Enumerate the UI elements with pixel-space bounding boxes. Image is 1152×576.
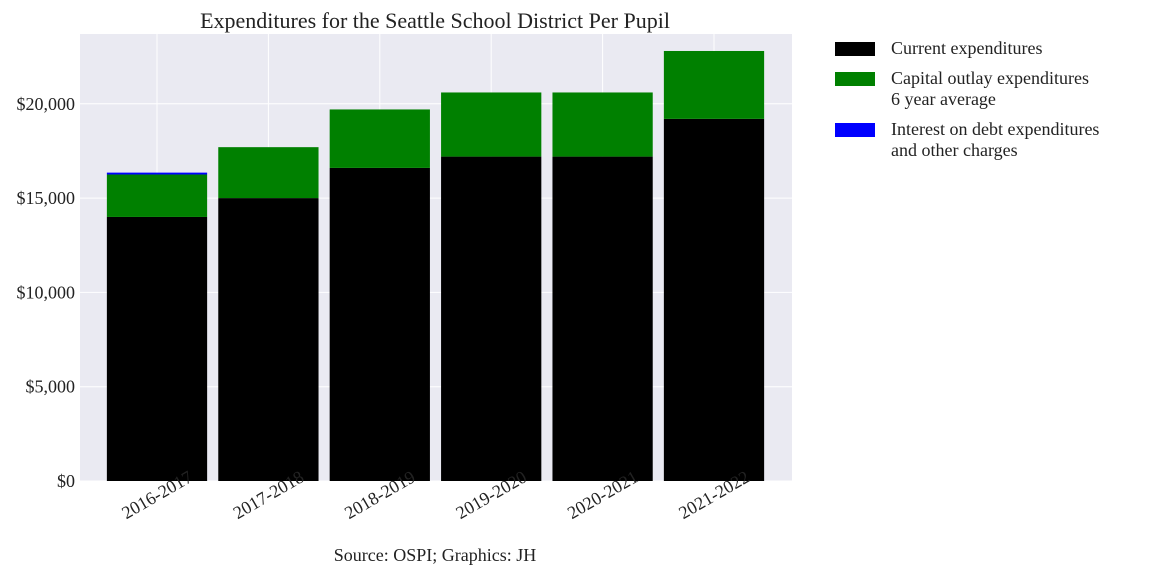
bar-segment xyxy=(441,92,542,157)
legend-label: Capital outlay expenditures 6 year avera… xyxy=(891,68,1089,109)
bar-segment xyxy=(106,174,208,217)
legend-label: Current expenditures xyxy=(891,38,1043,58)
bar-segment xyxy=(552,92,653,157)
y-axis: $0 $5,000 $10,000 $15,000 $20,000 xyxy=(17,94,76,491)
legend: Current expenditures Capital outlay expen… xyxy=(835,38,1145,170)
bar-segment xyxy=(329,109,430,168)
legend-label: Interest on debt expenditures and other … xyxy=(891,119,1100,160)
bars xyxy=(106,50,765,482)
bar-segment xyxy=(329,167,430,482)
bar-segment xyxy=(663,118,765,482)
legend-item: Interest on debt expenditures and other … xyxy=(835,119,1145,161)
y-tick-label: $0 xyxy=(57,471,75,491)
y-tick-label: $20,000 xyxy=(17,94,76,114)
bar-segment xyxy=(218,147,319,199)
bar-segment xyxy=(663,50,765,119)
legend-swatch xyxy=(835,72,875,86)
y-tick-label: $10,000 xyxy=(17,282,76,302)
y-tick-label: $15,000 xyxy=(17,188,76,208)
legend-item: Current expenditures xyxy=(835,38,1145,59)
bar-segment xyxy=(552,156,653,481)
bar-segment xyxy=(106,172,208,175)
bar-segment xyxy=(441,156,542,481)
legend-swatch xyxy=(835,123,875,137)
y-tick-label: $5,000 xyxy=(26,377,76,397)
x-axis-label: Source: OSPI; Graphics: JH xyxy=(334,545,536,565)
legend-item: Capital outlay expenditures 6 year avera… xyxy=(835,68,1145,110)
bar-segment xyxy=(218,198,319,481)
legend-swatch xyxy=(835,42,875,56)
bar-segment xyxy=(106,216,208,481)
chart-title: Expenditures for the Seattle School Dist… xyxy=(200,8,670,33)
